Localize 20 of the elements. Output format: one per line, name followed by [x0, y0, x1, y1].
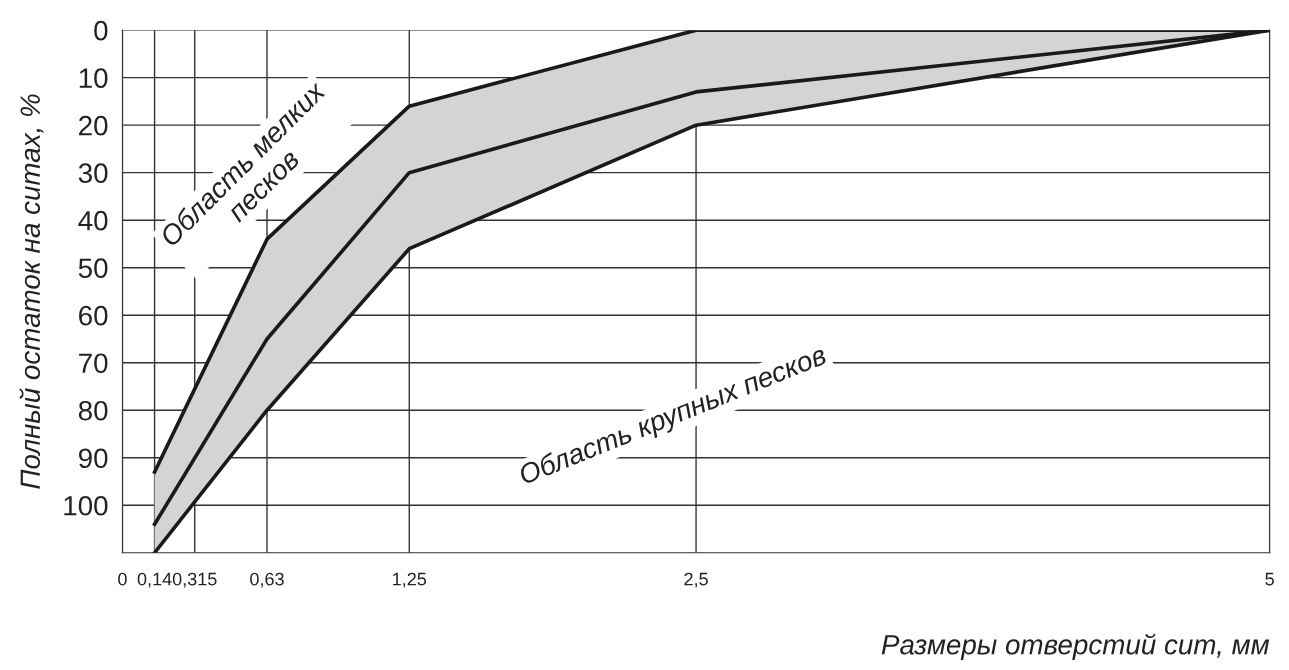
y-tick-label: 40	[78, 210, 108, 231]
x-tick-label: 1,25	[393, 572, 427, 588]
y-tick-label: 60	[79, 305, 108, 326]
y-tick-label: 80	[78, 400, 108, 421]
y-tick-label: 0	[94, 20, 108, 41]
y-tick-label: 90	[78, 448, 108, 469]
x-tick-label: 0,14	[137, 572, 172, 588]
y-tick-label: 10	[79, 68, 108, 88]
x-tick-label: 2,5	[684, 572, 708, 588]
y-tick-label: 20	[79, 115, 108, 136]
x-tick-label: 0,315	[172, 572, 217, 588]
y-axis-title: Полный остаток на ситах, %	[19, 94, 44, 489]
y-tick-label: 30	[78, 163, 108, 184]
y-tick-label: 100	[64, 495, 108, 516]
x-tick-label: 0	[118, 572, 127, 586]
x-tick-label: 0,63	[250, 572, 284, 588]
x-axis-title: Размеры отверстий сит, мм	[881, 633, 1270, 661]
x-tick-label: 5	[1265, 572, 1274, 586]
y-tick-label: 70	[79, 353, 108, 374]
y-tick-label: 50	[78, 258, 108, 279]
